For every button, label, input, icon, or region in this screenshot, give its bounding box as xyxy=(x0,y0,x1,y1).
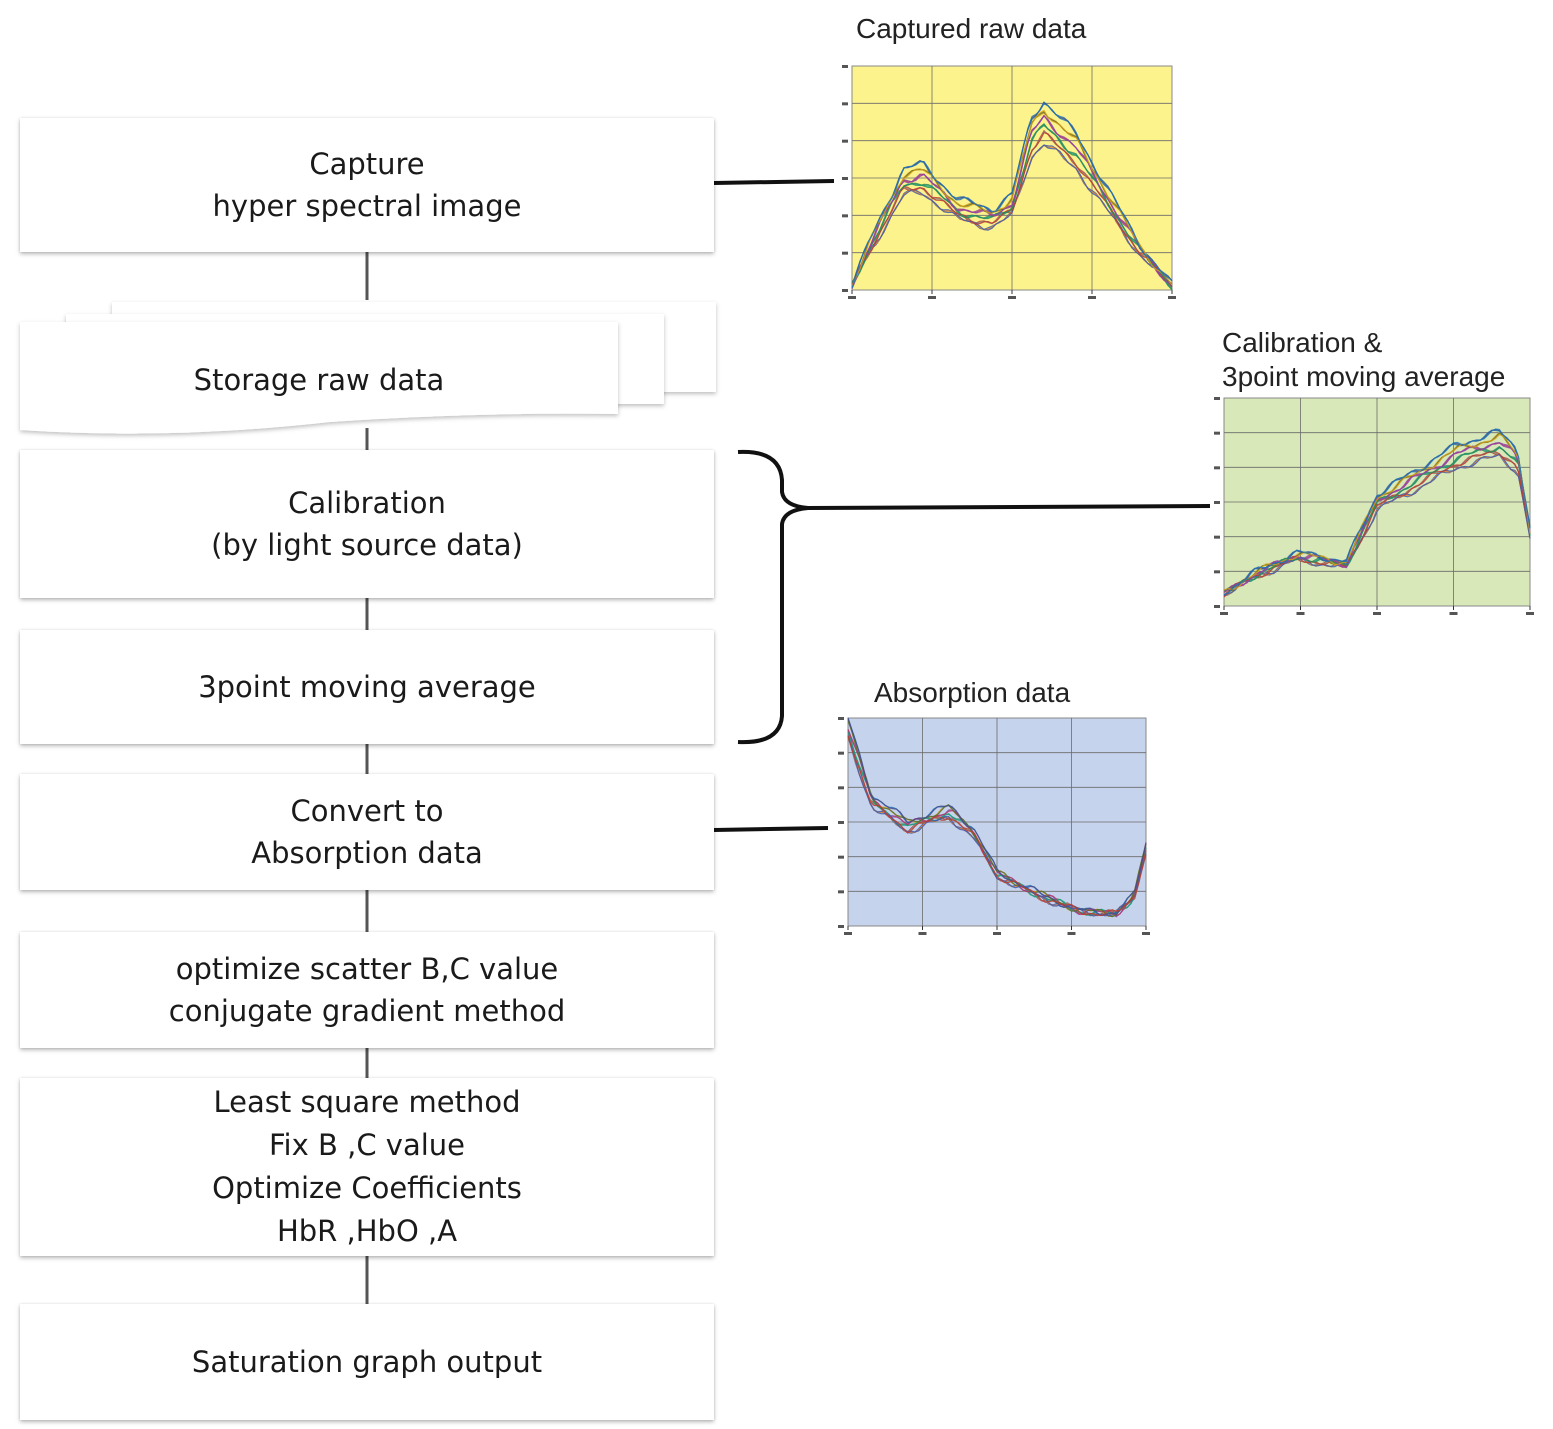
step-calibration-box: Calibration (by light source data) xyxy=(20,450,714,598)
tick-label-mark xyxy=(838,855,844,859)
step-text: Absorption data xyxy=(251,836,483,870)
spectrum-line xyxy=(851,109,1173,287)
spectrum-line xyxy=(1223,447,1531,592)
tick-label-mark xyxy=(842,251,848,255)
spectrum-line xyxy=(851,131,1173,287)
step-text: (by light source data) xyxy=(211,528,523,562)
tick-label-mark xyxy=(838,751,844,755)
spectrum-line xyxy=(847,735,1147,917)
step-text: Convert to xyxy=(290,794,444,828)
tick-label-mark xyxy=(838,717,844,720)
step-text: optimize scatter B,C value xyxy=(175,952,559,986)
step-text: conjugate gradient method xyxy=(168,994,566,1028)
connector-convert-to-absorption-chart xyxy=(713,826,829,832)
tick-label-mark xyxy=(838,890,844,894)
step-moving-average-box: 3point moving average xyxy=(20,630,714,744)
tick-label-mark xyxy=(918,932,927,935)
spectrum-line xyxy=(851,144,1173,288)
tick-label-mark xyxy=(844,932,852,935)
tick-label-mark xyxy=(838,925,844,928)
tick-label-mark xyxy=(1214,501,1220,504)
tick-label-mark xyxy=(838,821,844,824)
tick-label-mark xyxy=(1214,570,1220,574)
tick-label-mark xyxy=(1008,296,1016,299)
spectrum-line xyxy=(847,735,1147,917)
tick-label-mark xyxy=(1220,612,1228,615)
bracket-calibration-average xyxy=(737,449,809,745)
tick-label-mark xyxy=(842,214,848,218)
step-optimize-scatter-box: optimize scatter B,C value conjugate gra… xyxy=(20,932,714,1048)
tick-label-mark xyxy=(1168,296,1176,299)
tick-label-mark xyxy=(1214,466,1220,470)
step-text: Saturation graph output xyxy=(191,1345,543,1379)
step-text: Least square method xyxy=(213,1085,521,1119)
step-storage-box: Storage raw data xyxy=(20,330,618,430)
spectrum-line xyxy=(851,102,1173,289)
tick-label-mark xyxy=(1088,296,1096,299)
chart-title-absorption: Absorption data xyxy=(874,677,1071,708)
tick-label-mark xyxy=(842,177,848,180)
step-text: 3point moving average xyxy=(198,670,536,704)
tick-label-mark xyxy=(1296,612,1305,615)
step-text: Capture xyxy=(309,147,425,181)
step-text: HbR ,HbO ,A xyxy=(276,1214,458,1248)
step-saturation-output-box: Saturation graph output xyxy=(20,1304,714,1420)
tick-label-mark xyxy=(1214,535,1220,539)
connector-bracket-to-calibration-chart xyxy=(807,504,1211,510)
tick-label-mark xyxy=(1142,932,1150,935)
step-text: Calibration xyxy=(288,486,446,520)
spectrum-line xyxy=(851,123,1173,291)
step-text: Fix B ,C value xyxy=(268,1128,466,1162)
tick-label-mark xyxy=(842,102,848,106)
spectrum-line xyxy=(847,720,1147,918)
step-least-square-box: Least square method Fix B ,C value Optim… xyxy=(20,1078,714,1256)
spectrum-line xyxy=(851,115,1173,289)
tick-label-mark xyxy=(993,932,1001,935)
chart-title-calibration: Calibration & 3point moving average xyxy=(1222,326,1505,394)
step-text: Optimize Coefficients xyxy=(212,1171,522,1205)
raw-data-chart xyxy=(842,65,1176,299)
tick-label-mark xyxy=(1067,932,1076,935)
chart-title-line: Calibration & xyxy=(1222,327,1383,358)
tick-label-mark xyxy=(842,65,848,68)
spectrum-line xyxy=(1223,453,1531,596)
tick-label-mark xyxy=(838,786,844,790)
absorption-chart xyxy=(838,717,1150,935)
step-convert-box: Convert to Absorption data xyxy=(20,774,714,890)
step-text: hyper spectral image xyxy=(212,189,522,223)
chart-title-line: 3point moving average xyxy=(1222,361,1506,392)
tick-label-mark xyxy=(1526,612,1534,615)
spectrum-line xyxy=(1223,428,1531,596)
tick-label-mark xyxy=(842,139,848,143)
spectrum-line xyxy=(847,717,1147,917)
tick-label-mark xyxy=(1373,612,1381,615)
spectrum-line xyxy=(1223,442,1531,593)
chart-title-raw: Captured raw data xyxy=(856,13,1087,44)
step-text: Storage raw data xyxy=(193,363,445,397)
tick-label-mark xyxy=(1214,605,1220,608)
tick-label-mark xyxy=(928,296,936,299)
connector-capture-to-raw-chart xyxy=(713,179,835,185)
tick-label-mark xyxy=(1214,431,1220,435)
tick-label-mark xyxy=(848,296,856,299)
tick-label-mark xyxy=(1449,612,1458,615)
spectrum-line xyxy=(1223,433,1531,591)
calibration-chart xyxy=(1214,397,1534,615)
tick-label-mark xyxy=(842,289,848,292)
step-capture-box: Capture hyper spectral image xyxy=(20,118,714,252)
tick-label-mark xyxy=(1214,397,1220,400)
